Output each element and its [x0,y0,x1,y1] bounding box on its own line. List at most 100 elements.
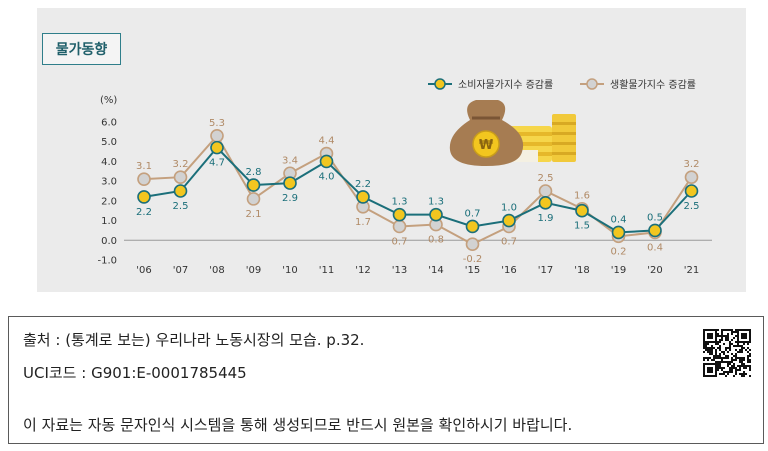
qr-module [709,375,711,377]
qr-module [729,369,731,371]
qr-module [741,375,743,377]
qr-module [733,359,735,361]
qr-module [741,337,743,339]
qr-module [703,357,705,359]
x-tick-label: '06 [136,265,151,276]
qr-module [743,359,745,361]
x-tick-label: '10 [282,265,297,276]
living-point [392,219,407,234]
chart-panel [37,8,746,292]
qr-module [711,363,713,365]
living-data-label: 3.4 [282,155,298,166]
qr-module [731,353,733,355]
qr-module [731,371,733,373]
qr-module [703,345,705,347]
qr-module [707,369,709,371]
qr-module [703,337,705,339]
cpi-data-label: 1.9 [538,213,554,224]
qr-module [711,349,713,351]
qr-module [725,347,727,349]
cpi-point [283,176,297,190]
qr-module [713,363,715,365]
qr-module [727,373,729,375]
qr-module [709,367,711,369]
cpi-point [575,203,589,218]
living-data-label: 4.4 [319,136,335,147]
qr-module [709,353,711,355]
qr-module [703,331,705,333]
qr-module [715,367,717,369]
qr-module [703,329,705,331]
qr-module [715,375,717,377]
qr-module [711,367,713,369]
y-tick-label: 1.0 [101,216,117,227]
qr-module [711,353,713,355]
cpi-point [429,207,443,222]
qr-module [731,369,733,371]
cpi-data-label: 2.9 [282,193,298,204]
cpi-data-label: 2.2 [355,179,371,190]
qr-module [731,357,733,359]
qr-module [723,329,725,331]
qr-module [739,357,741,359]
qr-module [707,347,709,349]
qr-module [715,371,717,373]
x-tick-label: '20 [647,265,662,276]
qr-module [707,343,709,345]
cpi-data-label: 1.5 [574,221,590,232]
qr-module [707,341,709,343]
qr-module [707,337,709,339]
qr-module [721,367,723,369]
qr-module [749,341,751,343]
qr-module [705,375,707,377]
x-tick-label: '09 [246,265,261,276]
qr-module [745,373,747,375]
qr-module [715,355,717,357]
qr-module [715,351,717,353]
qr-module [713,355,715,357]
qr-module [727,363,729,365]
qr-module [709,351,711,353]
living-data-label: 0.2 [611,246,627,257]
qr-module [715,369,717,371]
qr-module [737,329,739,331]
qr-module [727,337,729,339]
qr-module [731,331,733,333]
qr-module [727,351,729,353]
qr-module [709,369,711,371]
qr-module [703,347,705,349]
qr-module [717,363,719,365]
qr-module [739,365,741,367]
qr-module [739,329,741,331]
qr-module [731,361,733,363]
qr-module [705,347,707,349]
qr-module [727,347,729,349]
qr-module [713,347,715,349]
living-point [684,170,699,184]
qr-module [719,349,721,351]
qr-module [723,361,725,363]
qr-module [719,345,721,347]
qr-module [725,371,727,373]
qr-module [729,345,731,347]
legend-label-living: 생활물가지수 증감률 [610,78,696,91]
qr-module [713,341,715,343]
citation-text: 출처 : (통계로 보는) 우리나라 노동시장의 모습. p.32. [23,331,365,349]
qr-module [725,329,727,331]
qr-module [717,361,719,363]
qr-module [739,345,741,347]
qr-module [735,355,737,357]
money-bag-coins-icon: ₩ [449,100,576,166]
qr-module [745,365,747,367]
y-tick-label: 5.0 [101,137,117,148]
qr-module [707,367,709,369]
qr-module [715,337,717,339]
qr-module [741,363,743,365]
qr-module [711,333,713,335]
living-point [137,172,151,186]
living-data-label: 0.7 [501,236,517,247]
qr-module [741,341,743,343]
qr-module [707,375,709,377]
qr-module [723,371,725,373]
qr-module [707,359,709,361]
